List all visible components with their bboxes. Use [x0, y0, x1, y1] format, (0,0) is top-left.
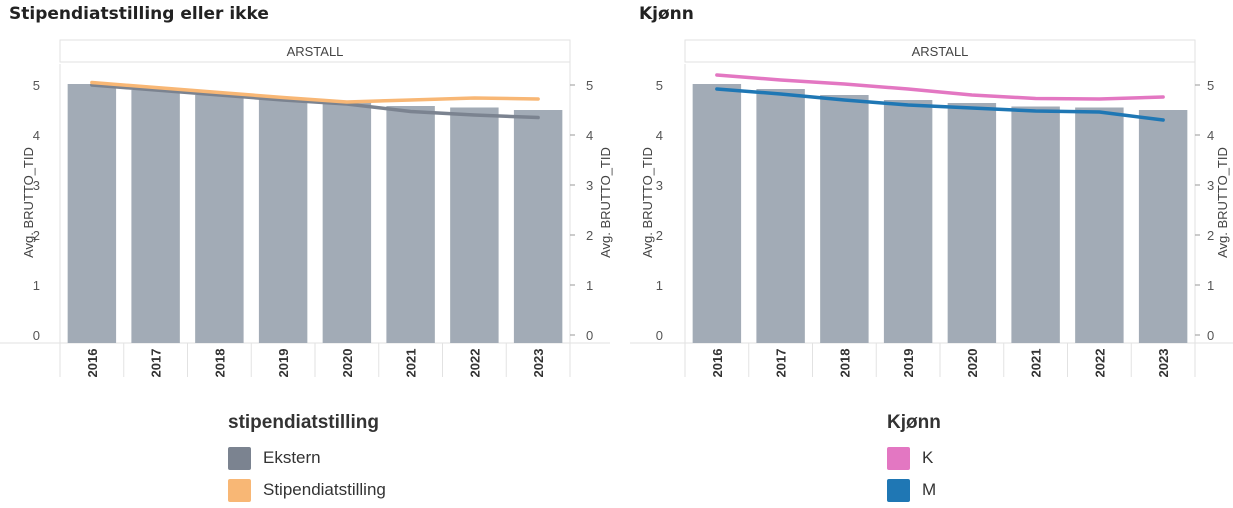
- y-axis-label-left: Avg. BRUTTO_TID: [21, 147, 36, 258]
- legend-swatch: [228, 478, 251, 502]
- bar: [258, 99, 308, 343]
- x-tick-label: 2018: [212, 349, 227, 378]
- chart-svg: ARSTALL 0 0 1 1 2 2 3 3 4 4 5 5 Avg. BRUTTO_TID Avg. B…: [0, 39, 613, 378]
- y-tick-right: 0: [586, 328, 593, 343]
- series-line-stipendiatstilling: [90, 80, 540, 104]
- bar: [820, 95, 869, 343]
- y-tick-left: 5: [656, 78, 663, 93]
- x-tick-label: 2023: [531, 349, 546, 378]
- legend: stipendiatstilling Ekstern Stipendiatsti…: [228, 412, 386, 506]
- bar: [1011, 106, 1060, 343]
- x-tick-label: 2022: [1092, 349, 1107, 378]
- y-tick-left: 4: [656, 128, 663, 143]
- bar: [513, 110, 563, 343]
- x-tick-label: 2020: [340, 349, 355, 378]
- legend-label: M: [922, 480, 937, 499]
- y-tick-left: 1: [33, 278, 40, 293]
- bar: [947, 103, 997, 343]
- bar: [756, 89, 805, 343]
- x-tick-label: 2016: [710, 349, 725, 378]
- chart-panel-stipendiat: Stipendiatstilling eller ikke ARSTALL 0 0 1…: [0, 4, 613, 506]
- bar: [131, 90, 180, 343]
- legend-title: stipendiatstilling: [228, 412, 379, 433]
- bar: [386, 106, 435, 343]
- bar: [67, 84, 117, 343]
- x-tick-label: 2022: [467, 349, 482, 378]
- y-tick-right: 5: [586, 78, 593, 93]
- legend-item-k[interactable]: K: [887, 442, 941, 474]
- legend-label: Ekstern: [263, 448, 321, 467]
- y-tick-right: 4: [1207, 128, 1214, 143]
- series-line-ekstern: [90, 83, 540, 120]
- bar: [1138, 110, 1188, 343]
- legend-swatch: [887, 478, 910, 502]
- legend-label: K: [922, 448, 934, 467]
- y-tick-left: 1: [656, 278, 663, 293]
- chart-title: Kjønn: [639, 4, 694, 24]
- bar: [1075, 107, 1124, 343]
- x-tick-label: 2017: [774, 349, 789, 378]
- y-axis-label-right: Avg. BRUTTO_TID: [1215, 147, 1230, 258]
- y-tick-right: 1: [1207, 278, 1214, 293]
- x-tick-label: 2019: [901, 349, 916, 378]
- legend-item-stipendiatstilling[interactable]: Stipendiatstilling: [228, 474, 386, 506]
- x-tick-label: 2023: [1156, 349, 1171, 378]
- legend-swatch: [887, 446, 910, 470]
- bar: [322, 103, 372, 343]
- y-tick-right: 5: [1207, 78, 1214, 93]
- y-tick-right: 2: [1207, 228, 1214, 243]
- y-tick-right: 3: [1207, 178, 1214, 193]
- y-tick-left: 5: [33, 78, 40, 93]
- y-tick-left: 3: [33, 178, 40, 193]
- y-tick-right: 4: [586, 128, 593, 143]
- series-line-m: [715, 87, 1165, 122]
- legend-item-m[interactable]: M: [887, 474, 941, 506]
- bar: [195, 95, 244, 343]
- y-tick-left: 0: [33, 328, 40, 343]
- legend-swatch: [228, 446, 251, 470]
- legend-title: Kjønn: [887, 412, 941, 433]
- y-tick-left: 2: [656, 228, 663, 243]
- y-tick-left: 0: [656, 328, 663, 343]
- x-tick-label: 2019: [276, 349, 291, 378]
- legend-label: Stipendiatstilling: [263, 480, 386, 499]
- x-tick-label: 2018: [837, 349, 852, 378]
- y-axis-label-right: Avg. BRUTTO_TID: [598, 147, 613, 258]
- y-tick-right: 0: [1207, 328, 1214, 343]
- x-tick-label: 2017: [149, 349, 164, 378]
- x-tick-label: 2020: [965, 349, 980, 378]
- legend: Kjønn K M: [887, 412, 941, 506]
- y-axis-label-left: Avg. BRUTTO_TID: [640, 147, 655, 258]
- y-tick-left: 4: [33, 128, 40, 143]
- bar: [450, 107, 499, 343]
- chart-title: Stipendiatstilling eller ikke: [9, 4, 269, 24]
- y-tick-right: 1: [586, 278, 593, 293]
- x-tick-label: 2021: [1029, 349, 1044, 378]
- bar: [692, 84, 742, 343]
- chart-svg: ARSTALL 0 0 1 1 2 2 3 3 4 4 5 5 Avg. BRUTTO_TID Avg. B…: [630, 39, 1233, 378]
- series-line-k: [715, 73, 1165, 101]
- legend-item-ekstern[interactable]: Ekstern: [228, 442, 386, 474]
- header-label: ARSTALL: [287, 44, 344, 59]
- chart-panel-kjonn: Kjønn ARSTALL 0 0 1 1 2 2 3 3 4 4 5 5 Avg. BRUTTO_TID…: [630, 0, 1233, 508]
- x-tick-label: 2021: [404, 349, 419, 378]
- y-tick-right: 3: [586, 178, 593, 193]
- header-label: ARSTALL: [912, 44, 969, 59]
- x-tick-label: 2016: [85, 349, 100, 378]
- bar: [883, 100, 933, 343]
- y-tick-right: 2: [586, 228, 593, 243]
- y-tick-left: 2: [33, 228, 40, 243]
- y-tick-left: 3: [656, 178, 663, 193]
